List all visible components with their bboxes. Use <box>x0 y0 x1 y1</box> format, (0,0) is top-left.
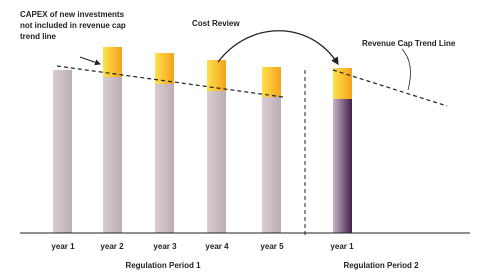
annotation: trend line <box>20 32 57 41</box>
capex-segment <box>262 67 281 97</box>
trend-line <box>332 69 448 107</box>
bars <box>53 47 352 233</box>
bar <box>262 97 281 233</box>
year-label: year 4 <box>205 242 229 251</box>
trend-pointer <box>401 48 411 91</box>
bar <box>103 77 122 233</box>
period-label: Regulation Period 2 <box>343 261 419 270</box>
bar <box>333 99 352 233</box>
year-label: year 1 <box>51 242 75 251</box>
cost-review-arrow <box>217 30 339 66</box>
year-label: year 2 <box>100 242 124 251</box>
bar <box>207 91 226 233</box>
bar <box>155 84 174 233</box>
period-label: Regulation Period 1 <box>125 261 201 270</box>
capex-segment <box>207 60 226 91</box>
bar <box>53 70 72 233</box>
year-label: year 5 <box>260 242 284 251</box>
capex-segment <box>103 47 122 77</box>
annotation: Cost Review <box>192 19 240 28</box>
annotation: CAPEX of new investments <box>20 10 125 19</box>
year-label: year 1 <box>330 242 354 251</box>
year-label: year 3 <box>153 242 177 251</box>
capex-segment <box>333 68 352 99</box>
capex-arrow <box>79 56 101 66</box>
capex-segment <box>155 53 174 84</box>
trend-line <box>56 65 284 98</box>
annotation: Revenue Cap Trend Line <box>362 39 456 48</box>
annotation: not included in revenue cap <box>20 21 126 30</box>
